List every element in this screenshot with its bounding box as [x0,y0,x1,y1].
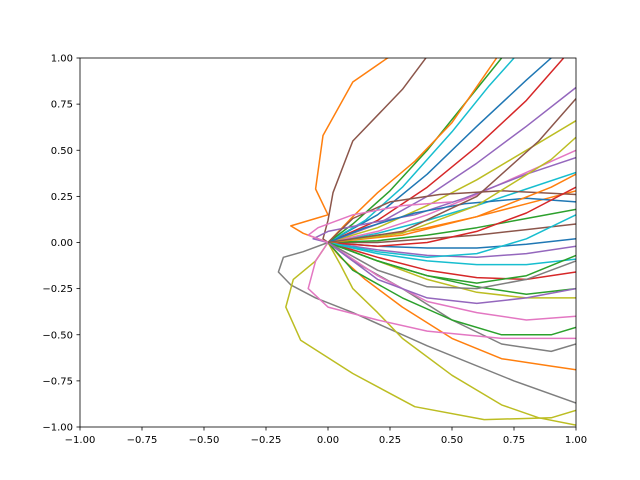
y-tick-label: −0.25 [42,284,73,295]
series-line-14 [327,241,576,259]
series-line-9 [327,241,576,336]
series-line-13 [327,241,576,266]
x-tick-label: −0.75 [127,435,158,446]
series-line-37 [327,173,576,244]
series-line-7 [307,242,576,340]
series-line-19 [327,171,576,244]
y-tick-label: 0.75 [51,100,73,111]
series-line-23 [327,58,565,244]
series-line-33 [327,214,576,259]
series-line-1 [322,58,427,244]
series-line-0 [290,58,390,244]
x-axis: −1.00 −0.75 −0.50 −0.25 0.00 0.25 0.50 0.75 1.00 [65,427,587,446]
series-line-38 [327,136,576,244]
series-line-39 [327,98,576,244]
y-tick-label: −1.00 [42,423,73,434]
series-line-24 [327,58,552,244]
x-tick-label: −0.25 [251,435,282,446]
x-tick-label: 0.00 [317,435,339,446]
y-axis: −1.00 −0.75 −0.50 −0.25 0.00 0.25 0.50 0.75 1.00 [42,54,80,434]
y-tick-label: 0.00 [51,238,73,249]
y-tick-label: 0.50 [51,146,73,157]
x-tick-label: 0.25 [379,435,401,446]
series-line-25 [327,58,515,244]
series-line-12 [327,241,576,281]
series-line-8 [327,241,576,321]
series-line-31 [307,201,453,244]
y-tick-label: −0.50 [42,330,73,341]
series-line-20 [327,149,576,244]
x-tick-label: −1.00 [65,435,96,446]
y-tick-label: −0.75 [42,376,73,387]
series-line-34 [327,241,576,284]
series-line-4 [327,242,576,426]
x-tick-label: 0.75 [503,435,525,446]
series-layer [277,58,576,426]
series-line-36 [327,241,576,305]
series-line-29 [327,190,576,244]
x-tick-label: −0.50 [189,435,220,446]
series-line-3 [285,242,576,421]
x-tick-label: 0.50 [441,435,463,446]
series-line-35 [327,241,576,290]
series-line-2 [277,241,576,404]
series-line-30 [327,197,576,244]
y-tick-label: 0.25 [51,192,73,203]
series-line-32 [327,186,576,247]
x-tick-label: 1.00 [565,435,587,446]
series-line-17 [327,208,576,244]
series-line-27 [327,58,498,244]
y-tick-label: 1.00 [51,54,73,65]
